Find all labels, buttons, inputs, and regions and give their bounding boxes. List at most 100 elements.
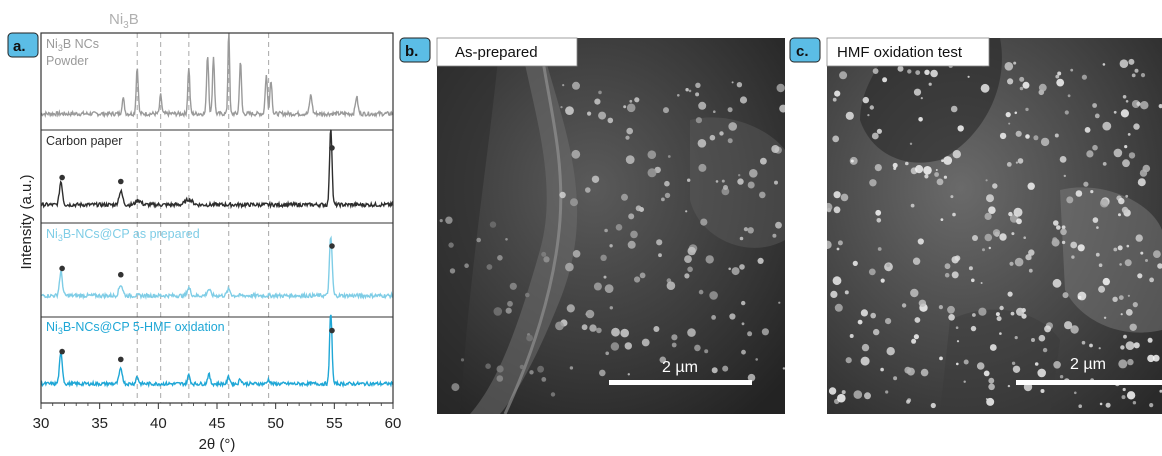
sem-particle <box>1056 78 1065 87</box>
sem-particle <box>664 192 671 199</box>
sem-particle <box>731 81 734 84</box>
y-axis-label: Intensity (a.u.) <box>18 174 35 269</box>
sem-particle <box>596 327 602 334</box>
sem-particle <box>629 99 633 103</box>
sem-particle <box>743 227 749 232</box>
sem-particle <box>913 88 922 96</box>
sem-particle <box>1121 206 1129 214</box>
sem-particle <box>1118 213 1121 217</box>
sem-particle <box>850 159 854 163</box>
sem-particle <box>741 322 745 326</box>
sem-particle <box>999 332 1002 335</box>
sem-particle <box>620 328 629 338</box>
sem-particle <box>604 228 608 233</box>
sem-particle <box>924 69 930 76</box>
sem-particle <box>1011 361 1016 365</box>
sem-particle <box>1064 110 1069 115</box>
sem-particle <box>572 250 581 258</box>
series-label-4: Ni3B-NCs@CP 5-HMF oxidation <box>46 320 225 336</box>
sem-particle <box>989 344 997 351</box>
sem-particle <box>772 233 777 238</box>
sem-particle <box>849 334 854 338</box>
x-tick-label: 35 <box>91 415 108 432</box>
sem-particle <box>1061 225 1066 230</box>
sem-particle <box>687 246 696 256</box>
sem-particle <box>565 106 574 115</box>
sem-particle <box>988 383 995 391</box>
sem-particle <box>905 161 909 166</box>
sem-particle <box>892 162 898 168</box>
sem-particle <box>1061 240 1066 245</box>
sem-b-particles <box>439 81 785 397</box>
sem-particle <box>880 367 884 372</box>
sem-particle <box>761 328 770 336</box>
sem-particle <box>615 224 623 231</box>
panel-a-tag <box>7 32 39 58</box>
sem-particle <box>1124 259 1132 267</box>
sem-particle <box>1062 292 1069 299</box>
sem-particle <box>626 103 636 113</box>
sem-particle <box>1133 123 1140 130</box>
sem-particle <box>1040 137 1050 147</box>
sem-particle <box>721 187 730 196</box>
sem-particle <box>1098 263 1103 268</box>
sem-particle <box>885 318 892 325</box>
sem-particle <box>610 342 620 351</box>
sem-particle <box>860 356 870 366</box>
sem-particle <box>587 111 592 116</box>
sem-particle <box>869 105 874 110</box>
peak-marker <box>59 348 65 355</box>
sem-particle <box>918 117 923 122</box>
sem-particle <box>1137 178 1146 187</box>
sem-particle <box>634 276 641 283</box>
sem-particle <box>1074 391 1077 395</box>
peak-marker <box>117 178 124 185</box>
sem-particle <box>747 227 754 234</box>
sem-particle <box>970 325 977 332</box>
sem-particle <box>555 321 564 331</box>
sem-particle <box>625 155 635 165</box>
sem-particle <box>505 307 512 314</box>
sem-particle <box>1057 71 1062 76</box>
sem-particle <box>1064 321 1073 330</box>
sem-particle <box>497 254 503 261</box>
sem-particle <box>1081 340 1086 345</box>
sem-particle <box>1131 73 1136 78</box>
sem-particle <box>992 183 998 189</box>
sem-particle <box>771 145 780 153</box>
sem-b-title: As-prepared <box>455 44 538 61</box>
sem-particle <box>1007 384 1011 388</box>
sem-particle <box>914 317 921 323</box>
sem-particle <box>698 163 707 172</box>
sem-particle <box>1139 169 1148 177</box>
sem-particle <box>1017 158 1024 164</box>
sem-particle <box>1075 190 1083 197</box>
sem-particle <box>451 383 460 392</box>
sem-particle <box>874 164 882 172</box>
sem-particle <box>1122 159 1130 168</box>
sem-particle <box>611 327 620 337</box>
sem-particle <box>778 301 781 304</box>
peak-marker <box>59 265 65 272</box>
sem-particle <box>1070 68 1074 72</box>
sem-particle <box>625 135 630 140</box>
sem-particle <box>630 230 638 239</box>
sem-particle <box>1006 162 1012 167</box>
sem-particle <box>728 267 731 271</box>
sem-particle <box>1052 237 1058 243</box>
peak-marker <box>329 145 335 151</box>
sem-particle <box>779 104 785 113</box>
sem-particle <box>709 134 716 141</box>
panel-b-tag <box>399 37 431 63</box>
sem-particle <box>1004 62 1014 71</box>
sem-c-title-box <box>826 37 990 67</box>
sem-particle <box>832 135 840 143</box>
sem-particle <box>697 139 707 148</box>
sem-particle <box>1056 225 1061 230</box>
sem-particle <box>930 69 938 78</box>
sem-particle <box>624 342 632 350</box>
sem-particle <box>572 81 580 90</box>
sem-particle <box>709 291 718 300</box>
sem-particle <box>659 356 667 364</box>
